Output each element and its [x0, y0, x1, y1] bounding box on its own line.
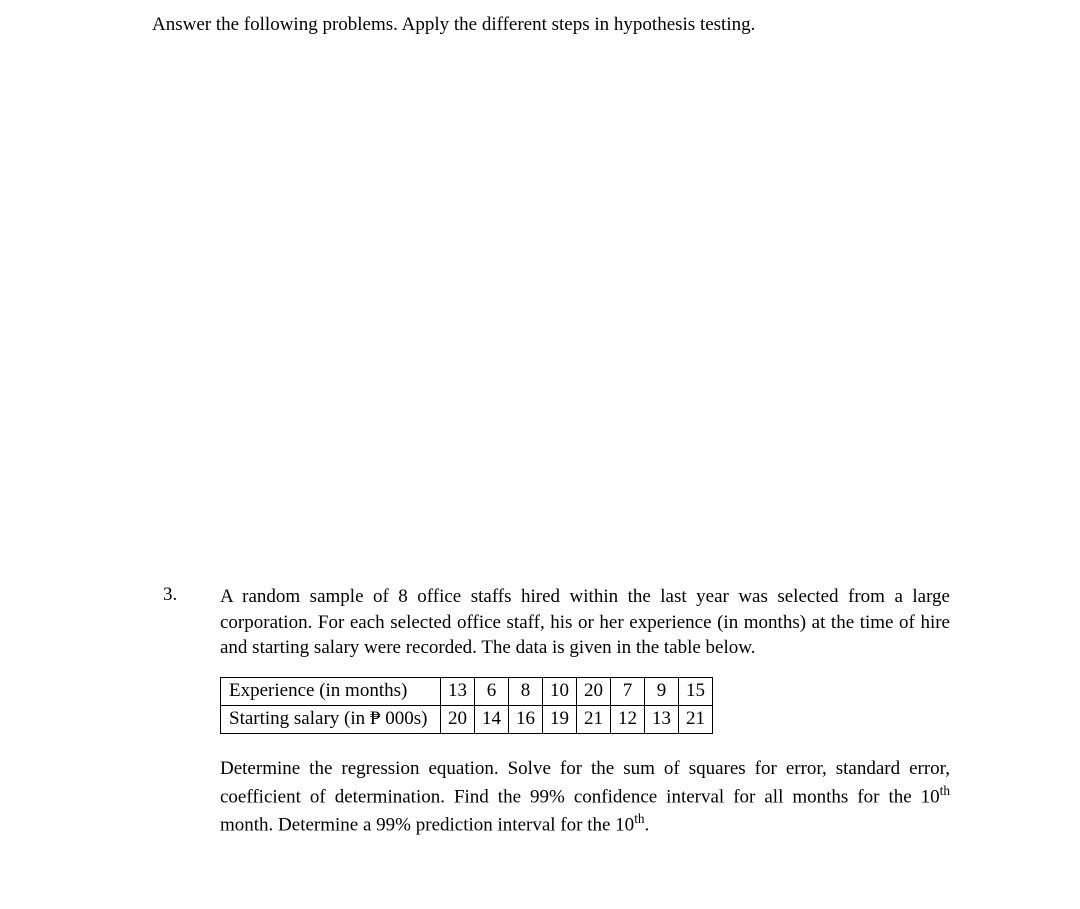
- table-cell: 12: [611, 705, 645, 733]
- table-cell: 6: [475, 677, 509, 705]
- table-row: Experience (in months) 13 6 8 10 20 7 9 …: [221, 677, 713, 705]
- table-cell: 13: [441, 677, 475, 705]
- table-cell: 20: [441, 705, 475, 733]
- table-row: Starting salary (in ₱ 000s) 20 14 16 19 …: [221, 705, 713, 733]
- table-cell: 8: [509, 677, 543, 705]
- data-table: Experience (in months) 13 6 8 10 20 7 9 …: [220, 677, 713, 734]
- table-cell: 21: [679, 705, 713, 733]
- table-cell: 9: [645, 677, 679, 705]
- table-cell: 15: [679, 677, 713, 705]
- tasks-text-part: month. Determine a 99% prediction interv…: [220, 814, 634, 835]
- table-cell: 20: [577, 677, 611, 705]
- problem-3: 3. A random sample of 8 office staffs hi…: [190, 584, 950, 838]
- problem-tasks-text: Determine the regression equation. Solve…: [220, 756, 950, 838]
- table-cell: 21: [577, 705, 611, 733]
- problem-number: 3.: [163, 584, 177, 606]
- problem-intro-text: A random sample of 8 office staffs hired…: [220, 584, 950, 661]
- tasks-text-part: Determine the regression equation. Solve…: [220, 758, 950, 807]
- table-cell: 16: [509, 705, 543, 733]
- table-cell: 19: [543, 705, 577, 733]
- ordinal-superscript: th: [940, 783, 950, 798]
- tasks-text-part: .: [645, 814, 650, 835]
- table-cell: 13: [645, 705, 679, 733]
- row-header-experience: Experience (in months): [221, 677, 441, 705]
- table-cell: 7: [611, 677, 645, 705]
- page-instruction: Answer the following problems. Apply the…: [152, 14, 755, 36]
- table-cell: 10: [543, 677, 577, 705]
- ordinal-superscript: th: [634, 811, 644, 826]
- row-header-salary: Starting salary (in ₱ 000s): [221, 705, 441, 733]
- table-cell: 14: [475, 705, 509, 733]
